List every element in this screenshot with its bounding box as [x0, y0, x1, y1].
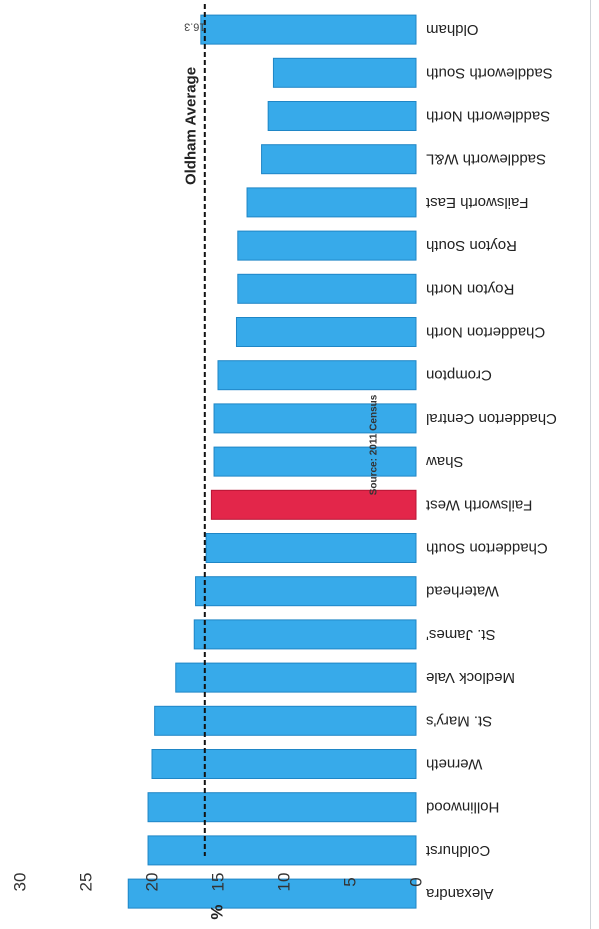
category-label: Coldhurst — [425, 842, 490, 859]
bar-saddleworth-south — [272, 57, 417, 88]
category-label: Werneth — [426, 756, 482, 773]
bar-alexandra — [127, 878, 417, 909]
bar-chadderton-central — [213, 403, 417, 434]
category-label: Royton South — [426, 237, 517, 254]
bar-saddleworth-north — [267, 101, 417, 131]
category-label: St. Mary's — [426, 712, 492, 729]
category-label: Saddleworth W&L — [426, 151, 546, 168]
category-label: Royton North — [426, 280, 514, 297]
y-tick-label: 0 — [407, 877, 426, 886]
bar-failsworth-west — [210, 489, 417, 520]
bars-layer — [127, 14, 417, 909]
bar-royton-north — [237, 273, 417, 304]
bar-shaw — [213, 446, 417, 477]
category-label: Oldham — [426, 21, 479, 38]
y-tick-label: 15 — [209, 873, 228, 892]
source-note: Source: 2011 Census — [369, 394, 380, 495]
bar-coldhurst — [147, 835, 417, 866]
y-tick-label: 5 — [341, 877, 360, 886]
category-label: Saddleworth North — [426, 108, 550, 125]
bar-werneth — [151, 749, 417, 779]
y-tick-label: 25 — [77, 873, 96, 892]
bar-medlock-vale — [175, 662, 417, 693]
y-axis-label: % — [208, 904, 227, 919]
y-tick-label: 10 — [275, 873, 294, 892]
category-label: Hollinwood — [426, 799, 499, 816]
bar-hollinwood — [147, 792, 417, 823]
bar-crompton — [217, 360, 417, 391]
category-label: Failsworth East — [425, 194, 528, 211]
category-label: Shaw — [426, 453, 464, 470]
bar-st-mary-s — [154, 705, 417, 736]
y-tick-label: 30 — [11, 873, 30, 892]
page-edge-divider — [590, 0, 591, 929]
category-label: St. James' — [426, 626, 496, 643]
bar-chadderton-north — [235, 317, 417, 347]
category-label: Chadderton South — [426, 540, 548, 557]
category-label: Chadderton Central — [426, 410, 557, 427]
bar-saddleworth-w-l — [261, 144, 417, 175]
bar-waterhead — [195, 576, 417, 607]
oldham-average-label: Oldham Average — [182, 67, 199, 185]
category-label: Crompton — [426, 367, 492, 384]
bar-chadderton-south — [205, 533, 417, 563]
bar-st-james — [193, 619, 417, 650]
bar-failsworth-east — [246, 187, 417, 218]
category-label: Alexandra — [425, 885, 493, 902]
category-label: Medlock Vale — [426, 669, 515, 686]
bar-royton-south — [237, 230, 417, 261]
y-tick-label: 20 — [143, 873, 162, 892]
category-label: Waterhead — [426, 583, 499, 600]
category-labels: Alexandra Coldhurst Hollinwood Werneth St. M… — [425, 21, 557, 902]
category-label: Saddleworth South — [426, 64, 553, 81]
category-label: Chadderton North — [426, 324, 545, 341]
y-axis-ticks: 0 5 10 15 20 25 30 — [11, 873, 426, 892]
oldham-value-label: 16.3 — [184, 21, 205, 33]
bar-oldham — [200, 14, 417, 45]
category-label: Failsworth West — [425, 496, 532, 513]
